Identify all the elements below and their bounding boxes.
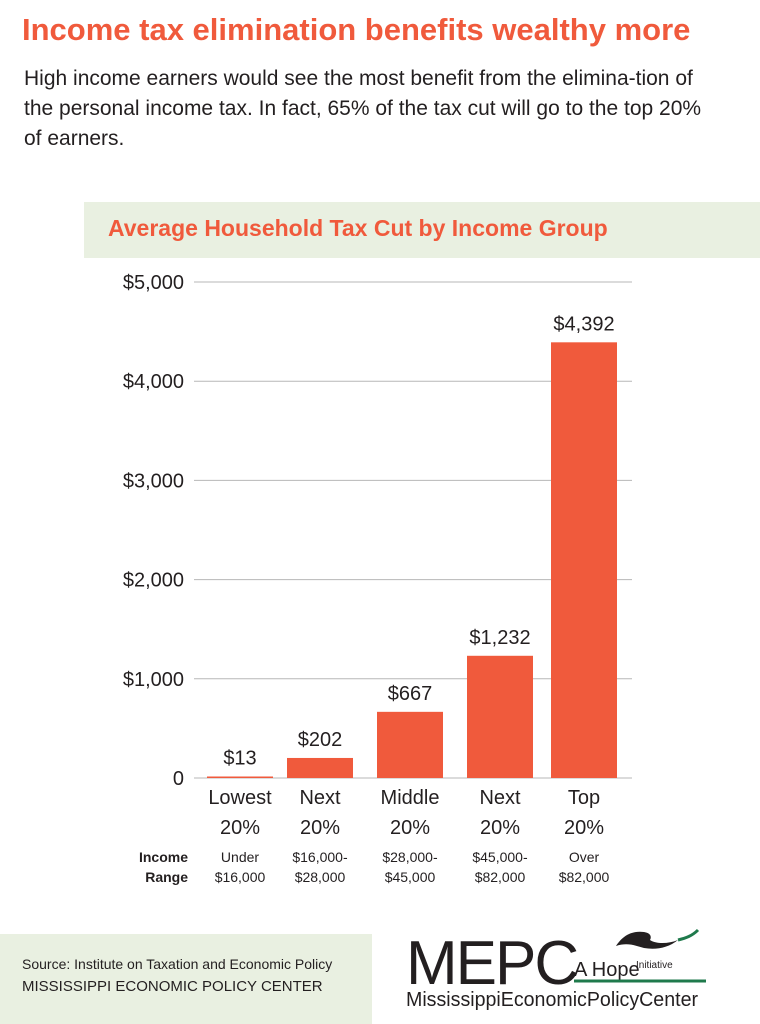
x-tick-label: Lowest: [208, 787, 272, 809]
dove-icon: [616, 928, 700, 949]
footer-source-box: Source: Institute on Taxation and Econom…: [0, 934, 372, 1024]
income-range-label: $82,000: [559, 869, 610, 885]
logo-full-name: MississippiEconomicPolicyCenter: [406, 989, 698, 1011]
y-tick-label: $2,000: [123, 570, 184, 592]
logo-acronym: MEPC: [406, 929, 577, 998]
data-label: $1,232: [469, 627, 530, 649]
data-label: $202: [298, 729, 343, 751]
bar: [287, 757, 353, 778]
income-range-label: $45,000-: [472, 849, 528, 865]
income-range-label: $16,000-: [292, 849, 348, 865]
chart-title: Average Household Tax Cut by Income Grou…: [108, 215, 608, 241]
income-range-label: Over: [569, 849, 600, 865]
x-tick-label: 20%: [300, 817, 340, 839]
logo-tagline-suffix: Initiative: [636, 960, 673, 971]
income-range-header: Income: [139, 849, 188, 865]
income-range-label: $16,000: [215, 869, 266, 885]
x-tick-label: 20%: [390, 817, 430, 839]
income-range-label: Under: [221, 849, 259, 865]
income-range-label: $45,000: [385, 869, 436, 885]
bar-chart: 0 $1,000 $2,000 $3,000 $4,000 $5,000 $13 Lowest…: [123, 272, 632, 885]
y-tick-label: $3,000: [123, 470, 184, 492]
bar: [377, 711, 443, 778]
x-tick-label: Middle: [381, 787, 440, 809]
y-tick-label: $4,000: [123, 371, 184, 393]
income-range-label: $82,000: [475, 869, 526, 885]
chart-title-banner: Average Household Tax Cut by Income Grou…: [84, 202, 760, 258]
data-label: $4,392: [553, 313, 614, 335]
data-label: $13: [223, 748, 256, 770]
source-note: Source: Institute on Taxation and Econom…: [22, 956, 333, 972]
income-range-label: $28,000: [295, 869, 346, 885]
y-tick-label: $5,000: [123, 272, 184, 294]
x-tick-label: Next: [299, 787, 341, 809]
bar: [551, 342, 617, 778]
logo-tagline: A Hope: [574, 959, 640, 981]
data-label: $667: [388, 683, 433, 705]
org-name: MISSISSIPPI ECONOMIC POLICY CENTER: [22, 978, 323, 995]
x-tick-label: 20%: [564, 817, 604, 839]
income-range-label: $28,000-: [382, 849, 438, 865]
intro-paragraph: High income earners would see the most b…: [24, 67, 702, 150]
income-range-header: Range: [145, 869, 188, 885]
y-tick-label: $1,000: [123, 669, 184, 691]
bar: [207, 776, 273, 778]
x-tick-label: Top: [568, 787, 600, 809]
x-tick-label: Next: [479, 787, 521, 809]
bar: [467, 655, 533, 778]
y-tick-label: 0: [173, 768, 184, 790]
x-tick-label: 20%: [220, 817, 260, 839]
x-tick-label: 20%: [480, 817, 520, 839]
mepc-logo: MEPC A Hope Initiative MississippiEconom…: [406, 928, 706, 1011]
page-title: Income tax elimination benefits wealthy …: [22, 12, 691, 47]
